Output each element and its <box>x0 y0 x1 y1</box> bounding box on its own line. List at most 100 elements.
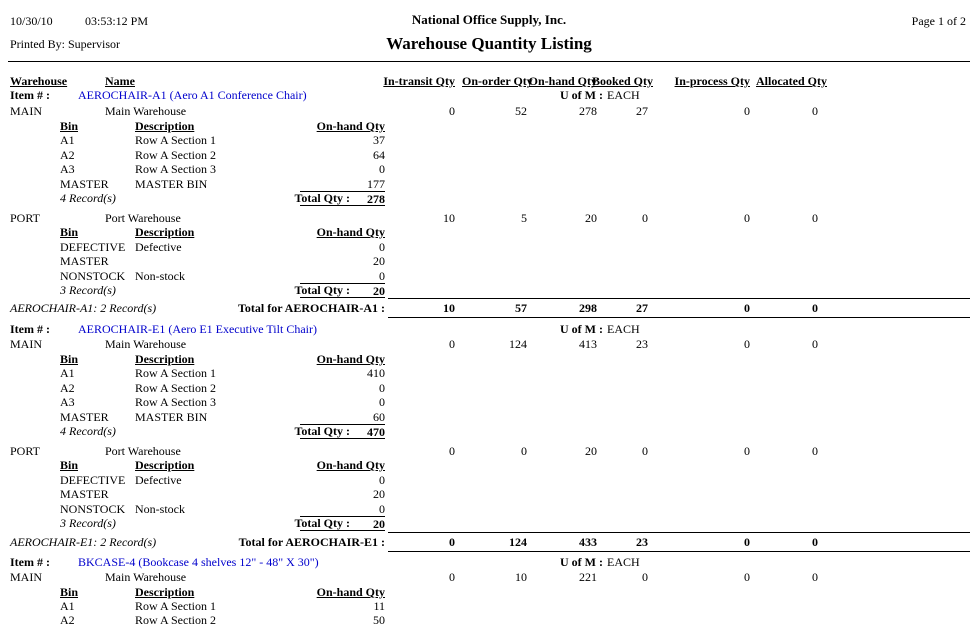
sum-on-order-qty: 57 <box>515 301 527 315</box>
bin-row: MASTER MASTER BIN 177 <box>0 177 978 192</box>
bin-row: A2 Row A Section 2 50 <box>0 613 978 628</box>
bin-onhand-qty: 0 <box>379 473 385 487</box>
onhand-col-header: On-hand Qty <box>316 119 385 133</box>
onhand-col-header: On-hand Qty <box>316 458 385 472</box>
bin-row: A3 Row A Section 3 0 <box>0 395 978 410</box>
col-header-warehouse: Warehouse <box>10 74 68 88</box>
description-col-header: Description <box>135 119 195 133</box>
in-process-qty: 0 <box>744 444 750 458</box>
bin-description: Row A Section 2 <box>135 148 217 162</box>
bin-onhand-qty: 20 <box>373 254 385 268</box>
in-transit-qty: 0 <box>449 104 455 118</box>
bin-onhand-qty: 11 <box>373 599 385 613</box>
warehouse-code: MAIN <box>10 337 42 351</box>
booked-qty: 0 <box>642 211 648 225</box>
booked-qty: 0 <box>642 444 648 458</box>
bin-onhand-qty: 37 <box>373 133 385 147</box>
allocated-qty: 0 <box>812 444 818 458</box>
item-code-link[interactable]: BKCASE-4 (Bookcase 4 shelves 12" - 48" X… <box>78 555 319 569</box>
bin-onhand-qty: 410 <box>367 366 385 380</box>
item-header-row: Item # : AEROCHAIR-E1 (Aero E1 Executive… <box>0 322 978 337</box>
bin-description: Row A Section 1 <box>135 599 217 613</box>
bin-col-header: Bin <box>60 225 79 239</box>
total-qty-value: 470 <box>300 424 385 439</box>
item-record-count: AEROCHAIR-E1: 2 Record(s) <box>10 535 157 549</box>
description-col-header: Description <box>135 225 195 239</box>
bin-row: MASTER 20 <box>0 254 978 269</box>
report-time: 03:53:12 PM <box>85 14 149 28</box>
sum-booked-qty: 23 <box>636 535 648 549</box>
bin-row: A1 Row A Section 1 410 <box>0 366 978 381</box>
allocated-qty: 0 <box>812 337 818 351</box>
description-col-header: Description <box>135 585 195 599</box>
on-order-qty: 124 <box>509 337 527 351</box>
bin-onhand-qty: 20 <box>373 487 385 501</box>
item-code-link[interactable]: AEROCHAIR-A1 (Aero A1 Conference Chair) <box>78 88 307 102</box>
bin-row: MASTER 20 <box>0 487 978 502</box>
col-header-in-transit: In-transit Qty <box>383 74 455 88</box>
warehouse-code: MAIN <box>10 570 42 584</box>
item-total-label: Total for AEROCHAIR-A1 : <box>237 301 385 315</box>
uofm-value: EACH <box>607 322 640 336</box>
bin-header-row: Bin Description On-hand Qty <box>0 585 978 600</box>
bin-code: A1 <box>60 599 75 613</box>
on-hand-qty: 413 <box>579 337 597 351</box>
bin-code: MASTER <box>60 177 109 191</box>
total-qty-value: 20 <box>300 516 385 531</box>
bin-code: A2 <box>60 613 75 627</box>
bin-code: NONSTOCK <box>60 269 126 283</box>
item-header-row: Item # : AEROCHAIR-A1 (Aero A1 Conferenc… <box>0 88 978 103</box>
bin-header-row: Bin Description On-hand Qty <box>0 458 978 473</box>
item-code-link[interactable]: AEROCHAIR-E1 (Aero E1 Executive Tilt Cha… <box>78 322 317 336</box>
sum-in-transit-qty: 0 <box>449 535 455 549</box>
sum-in-process-qty: 0 <box>744 535 750 549</box>
allocated-qty: 0 <box>812 104 818 118</box>
warehouse-name: Port Warehouse <box>105 444 181 458</box>
bin-record-count: 3 Record(s) <box>60 283 116 297</box>
in-process-qty: 0 <box>744 570 750 584</box>
total-qty-value: 20 <box>300 283 385 298</box>
bin-onhand-qty: 0 <box>379 162 385 176</box>
company-name: National Office Supply, Inc. <box>411 12 567 27</box>
sum-on-order-qty: 124 <box>509 535 527 549</box>
on-hand-qty: 20 <box>585 444 597 458</box>
bin-description: Non-stock <box>135 269 185 283</box>
col-header-allocated: Allocated Qty <box>756 74 827 88</box>
bin-row: MASTER MASTER BIN 60 <box>0 410 978 425</box>
bin-record-count: 4 Record(s) <box>60 424 116 438</box>
warehouse-name: Main Warehouse <box>105 570 187 584</box>
sum-allocated-qty: 0 <box>812 301 818 315</box>
on-order-qty: 5 <box>521 211 527 225</box>
col-header-on-order: On-order Qty <box>462 74 533 88</box>
in-transit-qty: 10 <box>443 211 455 225</box>
item-summary-row: AEROCHAIR-E1: 2 Record(s) Total for AERO… <box>0 532 978 552</box>
printed-by: Printed By: Supervisor <box>10 37 120 51</box>
booked-qty: 23 <box>636 337 648 351</box>
bin-code: MASTER <box>60 487 109 501</box>
bin-row: DEFECTIVE Defective 0 <box>0 473 978 488</box>
bin-col-header: Bin <box>60 585 79 599</box>
bin-col-header: Bin <box>60 458 79 472</box>
page-number: Page 1 of 2 <box>911 14 966 28</box>
bin-row: A3 Row A Section 3 0 <box>0 162 978 177</box>
item-record-count: AEROCHAIR-A1: 2 Record(s) <box>10 301 157 315</box>
item-summary-row: AEROCHAIR-A1: 2 Record(s) Total for AERO… <box>0 298 978 318</box>
bin-header-row: Bin Description On-hand Qty <box>0 119 978 134</box>
total-qty-label: Total Qty : <box>294 424 350 438</box>
bin-header-row: Bin Description On-hand Qty <box>0 352 978 367</box>
bin-onhand-qty: 0 <box>379 502 385 516</box>
on-hand-qty: 278 <box>579 104 597 118</box>
bin-row: A1 Row A Section 1 37 <box>0 133 978 148</box>
total-qty-label: Total Qty : <box>294 191 350 205</box>
booked-qty: 0 <box>642 570 648 584</box>
item-number-label: Item # : <box>10 88 50 102</box>
item-number-label: Item # : <box>10 555 50 569</box>
warehouse-row: MAIN Main Warehouse 0 124 413 23 0 0 <box>0 337 978 352</box>
onhand-col-header: On-hand Qty <box>316 585 385 599</box>
bin-code: A2 <box>60 148 75 162</box>
total-qty-label: Total Qty : <box>294 516 350 530</box>
col-header-booked: Booked Qty <box>592 74 654 88</box>
bin-description: MASTER BIN <box>135 177 208 191</box>
bin-onhand-qty: 0 <box>379 240 385 254</box>
bin-code: A2 <box>60 381 75 395</box>
